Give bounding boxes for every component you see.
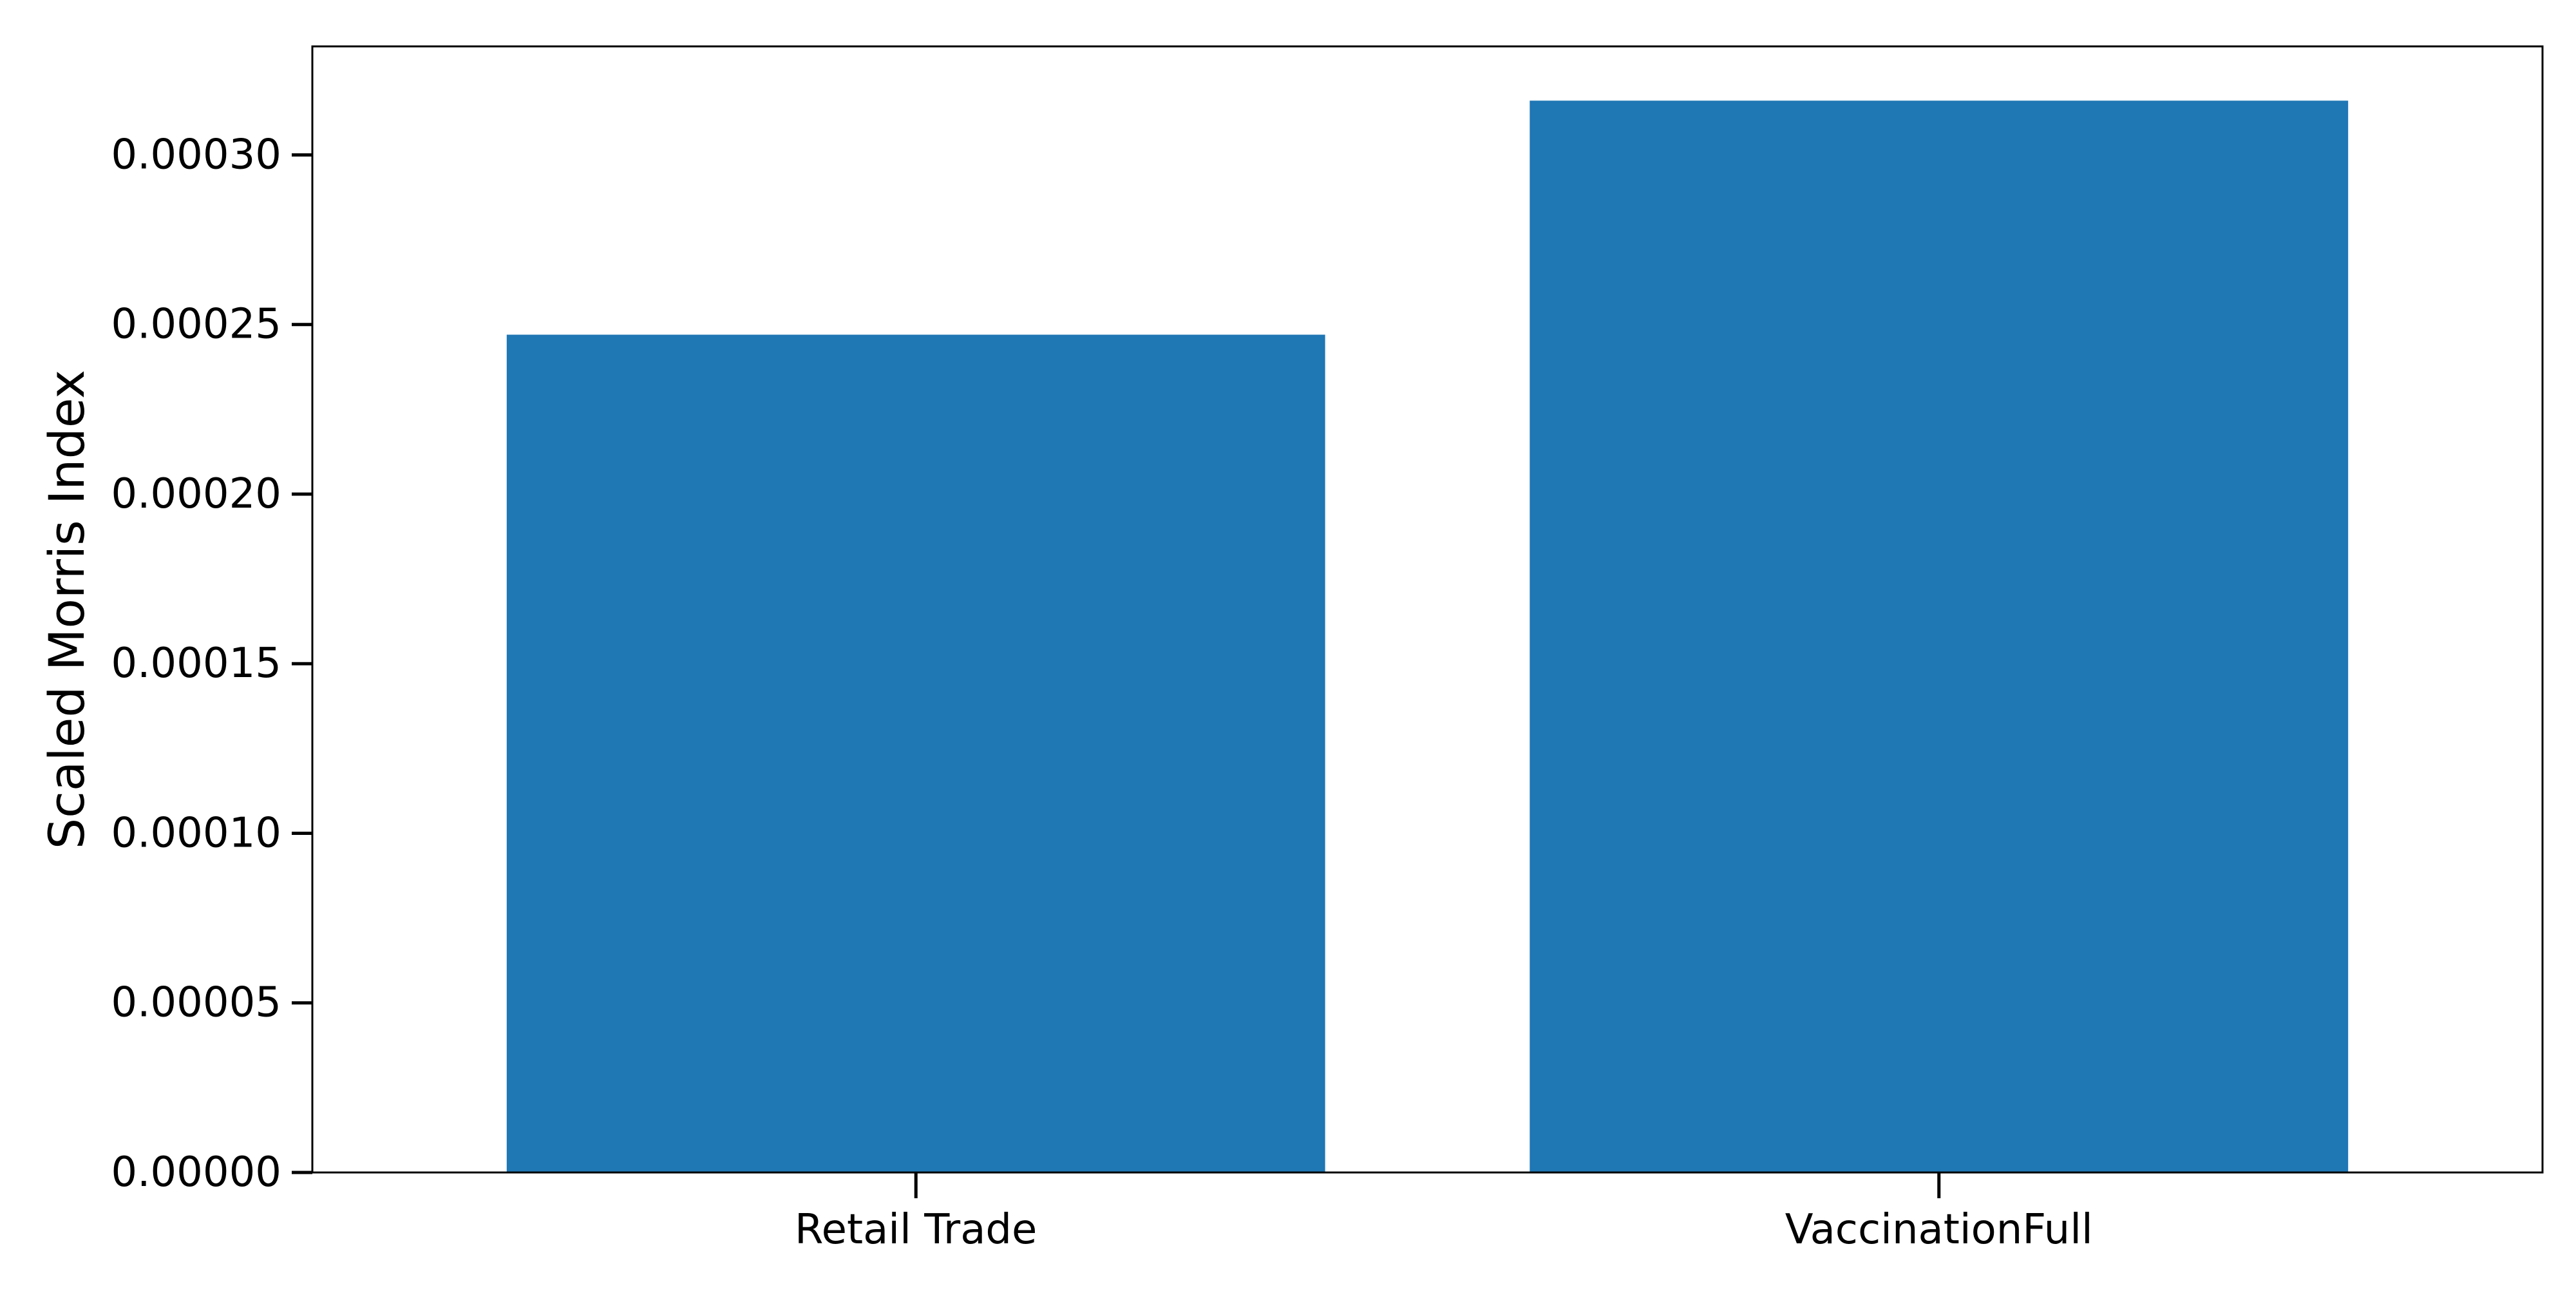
y-tick-label: 0.00020	[111, 470, 281, 518]
bar-retail-trade	[506, 334, 1325, 1173]
x-tick-label: VaccinationFull	[1785, 1206, 2093, 1254]
y-tick-label: 0.00015	[111, 640, 281, 687]
y-axis-label: Scaled Morris Index	[38, 370, 95, 849]
y-tick-label: 0.00005	[111, 979, 281, 1027]
y-axis: 0.00000 0.00005 0.00010 0.00015 0.00020 0.000…	[111, 131, 312, 1196]
y-tick-label: 0.00000	[111, 1149, 281, 1196]
y-tick-label: 0.00030	[111, 131, 281, 178]
x-axis: Retail Trade VaccinationFull	[795, 1172, 2093, 1254]
bars	[506, 100, 2349, 1173]
plot-area-frame	[311, 45, 2544, 1174]
bar-vaccinationfull	[1530, 100, 2349, 1172]
y-tick-label: 0.00010	[111, 809, 281, 857]
y-tick-label: 0.00025	[111, 301, 281, 349]
x-tick-label: Retail Trade	[795, 1206, 1037, 1254]
